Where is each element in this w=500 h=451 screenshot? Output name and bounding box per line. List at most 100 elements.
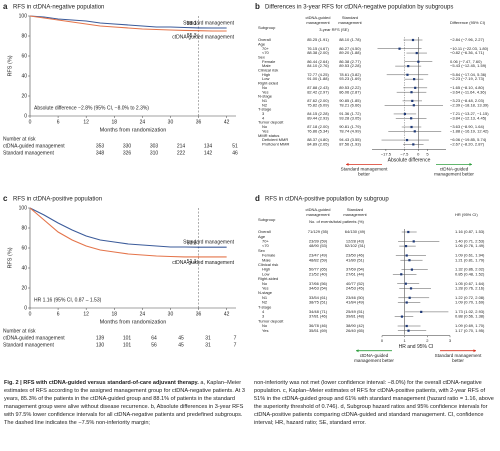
x-tick-label: 42 — [224, 311, 230, 317]
cell: 23/39 (59) — [309, 238, 328, 243]
row-label: Tumor deposit — [258, 318, 284, 323]
legend-label: Standard management — [183, 240, 234, 246]
risk-value: 142 — [204, 150, 213, 156]
column-subheader: 3-year RFS (SE) — [319, 27, 349, 32]
better-label: Standard management — [341, 167, 388, 172]
point-estimate — [408, 259, 411, 262]
cell: 23/47 (49) — [309, 253, 328, 258]
risk-value: 31 — [205, 342, 211, 348]
x-tick-label: 2 — [426, 338, 429, 343]
cell: 26/40 (65) — [346, 328, 365, 333]
estimate-text: −5.84 (−17.04, 5.36) — [450, 72, 487, 77]
cell: 34/48 (71) — [309, 309, 328, 314]
point-estimate — [412, 240, 415, 243]
figure-panels: a RFS in ctDNA-negative population0204060… — [3, 2, 489, 363]
cell: 41/84 (49) — [346, 300, 365, 305]
point-estimate — [409, 287, 413, 290]
estimate-text: −1.88 (−16.19, 12.42) — [450, 128, 489, 133]
row-label: Male — [262, 63, 271, 68]
risk-value: 222 — [177, 150, 186, 156]
risk-table-title: Number at risk — [3, 328, 36, 334]
note: HR 1.16 (95% CI, 0.87 – 1.53) — [34, 297, 102, 303]
row-label: MMR status — [258, 133, 279, 138]
estimate-text: −0.82 (−6.36, 4.71) — [450, 50, 485, 55]
row-label: <70 — [262, 243, 270, 248]
column-header: Standard — [347, 207, 363, 212]
point-estimate — [410, 125, 413, 129]
x-tick-label: 24 — [140, 119, 146, 125]
cell: 88.10 (1.78) — [339, 37, 361, 42]
survival-curve — [29, 15, 227, 29]
y-tick-label: 100 — [19, 13, 28, 19]
risk-table-title: Number at risk — [3, 136, 36, 142]
panel-title: RFS in ctDNA-positive population by subg… — [265, 197, 389, 203]
annotation-label: 51.1 — [187, 259, 197, 265]
survival-curve — [29, 207, 227, 248]
row-label: N1 — [262, 295, 268, 300]
cell: 64/130 (49) — [345, 229, 366, 234]
row-label: No — [262, 124, 268, 129]
risk-row-name: Standard management — [3, 150, 54, 156]
row-label: 70+ — [262, 238, 269, 243]
risk-value: 214 — [177, 143, 186, 149]
cell: 87.18 (2.00) — [307, 124, 329, 129]
caption-left: Fig. 2 | RFS with ctDNA-guided versus st… — [4, 379, 246, 428]
point-estimate — [410, 91, 413, 94]
better-label: ctDNA-guided — [360, 353, 389, 358]
x-tick-label: 6 — [57, 119, 60, 125]
cell: 33/54 (61) — [309, 295, 328, 300]
risk-value: 7 — [234, 335, 237, 341]
cell: 38/90 (42) — [346, 323, 365, 328]
better-label: Standard management — [435, 353, 482, 358]
cell: 27/61 (44) — [346, 271, 365, 276]
panel-letter: b — [255, 2, 260, 11]
x-tick-label: 36 — [196, 119, 202, 125]
point-estimate — [405, 138, 409, 142]
cell: 39/81 (48) — [346, 314, 365, 319]
cell: 35/51 (69) — [309, 328, 328, 333]
y-tick-label: 80 — [21, 225, 27, 231]
point-estimate — [411, 38, 415, 42]
risk-value: 134 — [204, 143, 213, 149]
annotation-label: 60.8 — [187, 241, 197, 247]
row-label: N2 — [262, 300, 268, 305]
point-estimate — [420, 310, 423, 313]
annotation-point — [197, 29, 200, 32]
estimate-text: −2.67 (−8.20, 2.87) — [450, 141, 485, 146]
better-arrowhead — [469, 162, 472, 166]
risk-value: 51 — [232, 143, 238, 149]
row-label: Overall — [258, 229, 271, 234]
y-tick-label: 40 — [21, 73, 27, 79]
header-subgroup: Subgroup — [258, 217, 276, 222]
cell: 86.38 (2.77) — [339, 59, 361, 64]
row-label: 3 — [262, 111, 265, 116]
row-label: <70 — [262, 50, 270, 55]
row-label: Proficient MMR — [262, 141, 289, 146]
annotation-point — [197, 256, 200, 258]
estimate-text: 1.32 (0.86, 2.02) — [455, 267, 485, 272]
cell: 88.37 (4.80) — [307, 137, 329, 142]
cell: 37/66 (56) — [309, 281, 328, 286]
row-label: Tumor deposit — [258, 120, 284, 125]
cell: 24/53 (45) — [346, 285, 365, 290]
x-tick-label: −17.5 — [381, 151, 392, 156]
estimate-text: −10.11 (−22.03, 1.80) — [450, 46, 489, 51]
estimate-text: 1.16 (0.87, 1.53) — [455, 229, 485, 234]
row-label: Yes — [262, 328, 269, 333]
estimate-text: 1.09 (0.70, 1.69) — [455, 300, 485, 305]
x-tick-label: 24 — [140, 311, 146, 317]
row-label: 70+ — [262, 46, 269, 51]
estimate-text: 1.73 (1.02, 2.93) — [455, 309, 485, 314]
estimate-text: −5.43 (−12.45, 1.59) — [450, 63, 487, 68]
estimate-text: 0.06 (−7.47, 7.60) — [450, 59, 482, 64]
point-estimate — [412, 143, 415, 146]
cell: 23/50 (46) — [346, 253, 365, 258]
cell: 84.15 (2.28) — [307, 111, 329, 116]
risk-value: 45 — [178, 342, 184, 348]
row-label: Yes — [262, 89, 269, 94]
panel-title: RFS in ctDNA-positive population — [13, 197, 102, 203]
survival-curve — [29, 15, 227, 32]
point-estimate — [405, 324, 408, 328]
point-estimate — [404, 245, 408, 248]
y-axis-label: RFS (%) — [7, 55, 13, 76]
